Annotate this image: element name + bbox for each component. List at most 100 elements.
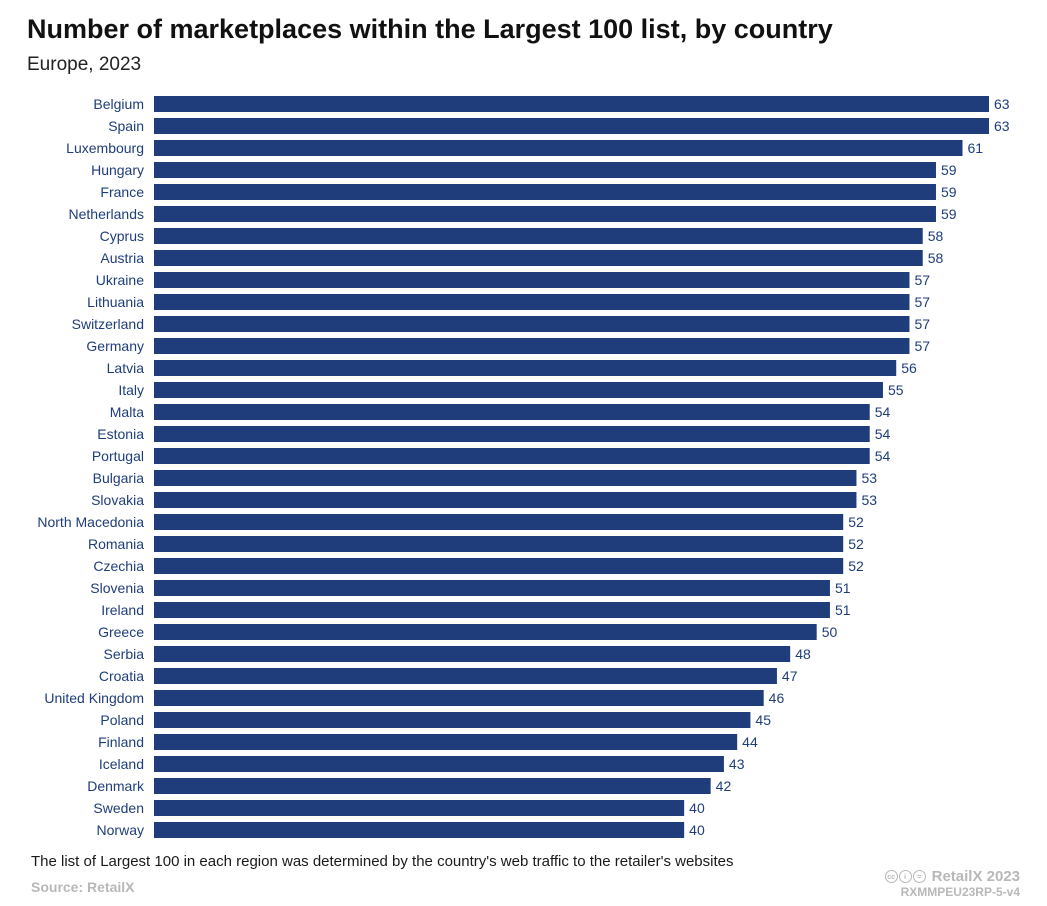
- bar: [154, 470, 857, 486]
- value-label: 52: [848, 536, 864, 552]
- category-label: Poland: [100, 712, 144, 728]
- value-label: 59: [941, 206, 957, 222]
- value-label: 54: [875, 404, 891, 420]
- bar: [154, 206, 936, 222]
- value-label: 61: [967, 140, 983, 156]
- value-label: 40: [689, 800, 705, 816]
- value-label: 44: [742, 734, 758, 750]
- bar-chart: Belgium 63 Spain 63 Luxembourg 61 Hungary 59 Fra…: [37, 96, 1010, 838]
- category-label: Malta: [110, 404, 144, 420]
- value-label: 59: [941, 184, 957, 200]
- bar: [154, 382, 883, 398]
- category-label: Italy: [118, 382, 144, 398]
- chart-title: Number of marketplaces within the Larges…: [27, 14, 833, 44]
- bar: [154, 228, 923, 244]
- category-label: Croatia: [99, 668, 144, 684]
- category-label: Latvia: [107, 360, 145, 376]
- brand-credit: cc i = RetailX 2023: [884, 868, 1020, 885]
- value-label: 52: [848, 558, 864, 574]
- category-label: Estonia: [97, 426, 144, 442]
- category-label: Serbia: [104, 646, 145, 662]
- value-label: 54: [875, 426, 891, 442]
- bar: [154, 492, 857, 508]
- bar: [154, 448, 870, 464]
- category-label: Slovenia: [90, 580, 144, 596]
- category-label: Romania: [88, 536, 144, 552]
- category-label: Iceland: [99, 756, 144, 772]
- bar: [154, 250, 923, 266]
- source-label: Source: RetailX: [31, 879, 135, 895]
- footnote: The list of Largest 100 in each region w…: [31, 853, 734, 870]
- category-label: France: [100, 184, 144, 200]
- bar: [154, 734, 738, 750]
- value-label: 51: [835, 580, 851, 596]
- bar: [154, 426, 870, 442]
- value-label: 57: [914, 294, 930, 310]
- bar: [154, 668, 777, 684]
- value-label: 42: [716, 778, 732, 794]
- category-label: Germany: [86, 338, 144, 354]
- category-label: Austria: [100, 250, 144, 266]
- value-label: 56: [901, 360, 917, 376]
- bar: [154, 162, 936, 178]
- bar: [154, 514, 844, 530]
- bar: [154, 118, 989, 134]
- value-label: 58: [928, 228, 944, 244]
- bar: [154, 536, 844, 552]
- value-label: 47: [782, 668, 798, 684]
- value-label: 50: [822, 624, 838, 640]
- bar: [154, 756, 724, 772]
- bar: [154, 272, 910, 288]
- value-label: 58: [928, 250, 944, 266]
- bar: [154, 712, 751, 728]
- category-label: Denmark: [87, 778, 145, 794]
- bar: [154, 184, 936, 200]
- bar: [154, 140, 963, 156]
- bar: [154, 580, 830, 596]
- bar: [154, 624, 817, 640]
- bar: [154, 404, 870, 420]
- value-label: 57: [914, 338, 930, 354]
- category-label: United Kingdom: [44, 690, 144, 706]
- category-label: North Macedonia: [37, 514, 144, 530]
- category-label: Cyprus: [100, 228, 144, 244]
- value-label: 59: [941, 162, 957, 178]
- bar: [154, 602, 830, 618]
- category-label: Norway: [97, 822, 144, 838]
- bar: [154, 800, 685, 816]
- category-label: Spain: [108, 118, 144, 134]
- category-label: Hungary: [91, 162, 144, 178]
- category-label: Portugal: [92, 448, 144, 464]
- value-label: 40: [689, 822, 705, 838]
- category-label: Ukraine: [96, 272, 144, 288]
- category-label: Finland: [98, 734, 144, 750]
- category-label: Belgium: [93, 96, 144, 112]
- bar: [154, 778, 711, 794]
- category-label: Greece: [98, 624, 144, 640]
- value-label: 53: [861, 470, 877, 486]
- category-label: Czechia: [93, 558, 144, 574]
- value-label: 54: [875, 448, 891, 464]
- bar: [154, 646, 791, 662]
- value-label: 57: [914, 272, 930, 288]
- category-label: Luxembourg: [66, 140, 144, 156]
- bar: [154, 360, 897, 376]
- category-label: Sweden: [93, 800, 144, 816]
- bar: [154, 338, 910, 354]
- value-label: 46: [769, 690, 785, 706]
- value-label: 48: [795, 646, 811, 662]
- value-label: 52: [848, 514, 864, 530]
- bar: [154, 690, 764, 706]
- category-label: Lithuania: [87, 294, 144, 310]
- value-label: 63: [994, 118, 1010, 134]
- bar: [154, 294, 910, 310]
- bar: [154, 558, 844, 574]
- value-label: 55: [888, 382, 904, 398]
- bar: [154, 316, 910, 332]
- value-label: 45: [755, 712, 771, 728]
- value-label: 43: [729, 756, 745, 772]
- value-label: 51: [835, 602, 851, 618]
- creative-commons-icon: cc i =: [884, 870, 926, 883]
- value-label: 53: [861, 492, 877, 508]
- brand-label: RetailX 2023: [931, 868, 1020, 885]
